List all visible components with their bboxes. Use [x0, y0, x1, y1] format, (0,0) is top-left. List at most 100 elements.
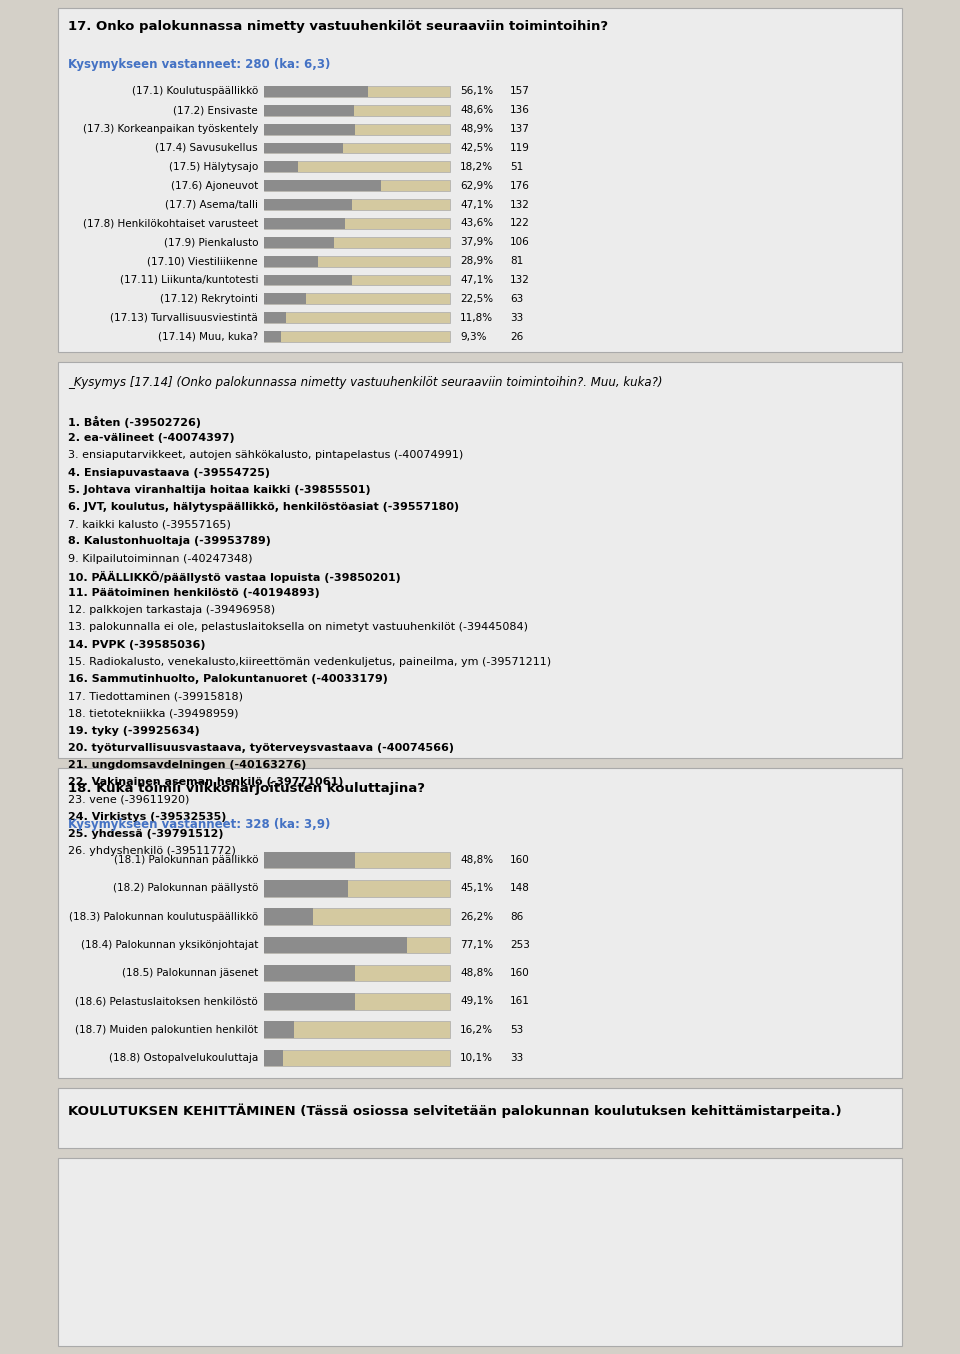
Text: (18.4) Palokunnan yksikönjohtajat: (18.4) Palokunnan yksikönjohtajat: [81, 940, 258, 951]
Bar: [264, 313, 286, 324]
Bar: [58, 362, 902, 758]
Text: (18.2) Palokunnan päällystö: (18.2) Palokunnan päällystö: [112, 883, 258, 894]
Text: 253: 253: [510, 940, 530, 951]
Text: 18,2%: 18,2%: [460, 162, 493, 172]
Text: (18.7) Muiden palokuntien henkilöt: (18.7) Muiden palokuntien henkilöt: [75, 1025, 258, 1034]
Text: 122: 122: [510, 218, 530, 229]
Text: 23. vene (-39611920): 23. vene (-39611920): [68, 795, 189, 804]
Text: 33: 33: [510, 313, 523, 322]
Text: 43,6%: 43,6%: [460, 218, 493, 229]
Text: 11. Päätoiminen henkilöstö (-40194893): 11. Päätoiminen henkilöstö (-40194893): [68, 588, 320, 598]
Text: 16. Sammutinhuolto, Palokuntanuoret (-40033179): 16. Sammutinhuolto, Palokuntanuoret (-40…: [68, 674, 388, 684]
Bar: [264, 965, 355, 982]
Text: 28,9%: 28,9%: [460, 256, 493, 267]
Bar: [264, 294, 306, 305]
Text: 136: 136: [510, 106, 530, 115]
Text: 48,8%: 48,8%: [460, 968, 493, 978]
Bar: [264, 937, 450, 953]
Bar: [264, 937, 407, 953]
Bar: [264, 123, 355, 134]
Bar: [264, 256, 318, 267]
Text: (18.8) Ostopalvelukouluttaja: (18.8) Ostopalvelukouluttaja: [108, 1053, 258, 1063]
Bar: [264, 237, 334, 248]
Text: 176: 176: [510, 180, 530, 191]
Text: (18.3) Palokunnan koulutuspäällikkö: (18.3) Palokunnan koulutuspäällikkö: [69, 911, 258, 922]
Text: (17.11) Liikunta/kuntotesti: (17.11) Liikunta/kuntotesti: [119, 275, 258, 284]
Text: 132: 132: [510, 199, 530, 210]
Text: 22,5%: 22,5%: [460, 294, 493, 303]
Text: (17.5) Hälytysajo: (17.5) Hälytysajo: [169, 162, 258, 172]
Text: 15. Radiokalusto, venekalusto,kiireettömän vedenkuljetus, paineilma, ym (-395712: 15. Radiokalusto, venekalusto,kiireettöm…: [68, 657, 551, 666]
Text: 25. yhdessä (-39791512): 25. yhdessä (-39791512): [68, 829, 224, 838]
Bar: [264, 994, 355, 1010]
Text: 47,1%: 47,1%: [460, 275, 493, 284]
Text: 22. Vakinainen aseman henkilö (-39771061): 22. Vakinainen aseman henkilö (-39771061…: [68, 777, 344, 787]
Text: 47,1%: 47,1%: [460, 199, 493, 210]
Text: (18.5) Palokunnan jäsenet: (18.5) Palokunnan jäsenet: [122, 968, 258, 978]
Bar: [58, 1158, 902, 1346]
Text: (17.10) Viestiliikenne: (17.10) Viestiliikenne: [148, 256, 258, 267]
Text: (18.6) Pelastuslaitoksen henkilöstö: (18.6) Pelastuslaitoksen henkilöstö: [75, 997, 258, 1006]
Bar: [264, 294, 450, 305]
Bar: [264, 1049, 283, 1066]
Text: 13. palokunnalla ei ole, pelastuslaitoksella on nimetyt vastuuhenkilöt (-3944508: 13. palokunnalla ei ole, pelastuslaitoks…: [68, 623, 528, 632]
Text: 157: 157: [510, 87, 530, 96]
Text: 6. JVT, koulutus, hälytyspäällikkö, henkilöstöasiat (-39557180): 6. JVT, koulutus, hälytyspäällikkö, henk…: [68, 502, 459, 512]
Bar: [264, 994, 450, 1010]
Text: 63: 63: [510, 294, 523, 303]
Text: 42,5%: 42,5%: [460, 144, 493, 153]
Bar: [264, 1021, 450, 1037]
Text: 161: 161: [510, 997, 530, 1006]
Text: 148: 148: [510, 883, 530, 894]
Bar: [264, 180, 381, 191]
Bar: [264, 123, 450, 134]
Text: 19. tyky (-39925634): 19. tyky (-39925634): [68, 726, 200, 735]
Bar: [264, 180, 450, 191]
Bar: [264, 332, 450, 343]
Text: 132: 132: [510, 275, 530, 284]
Text: 37,9%: 37,9%: [460, 237, 493, 248]
Text: 48,9%: 48,9%: [460, 125, 493, 134]
Text: 5. Johtava viranhaltija hoitaa kaikki (-39855501): 5. Johtava viranhaltija hoitaa kaikki (-…: [68, 485, 371, 494]
Text: (17.7) Asema/talli: (17.7) Asema/talli: [165, 199, 258, 210]
Bar: [264, 852, 355, 868]
Text: 24. Virkistys (-39532535): 24. Virkistys (-39532535): [68, 811, 227, 822]
Text: 18. tietotekniikka (-39498959): 18. tietotekniikka (-39498959): [68, 708, 238, 719]
Text: 51: 51: [510, 162, 523, 172]
Text: _Kysymys [17.14] (Onko palokunnassa nimetty vastuuhenkilöt seuraaviin toimintoih: _Kysymys [17.14] (Onko palokunnassa nime…: [68, 376, 662, 389]
Text: (17.8) Henkilökohtaiset varusteet: (17.8) Henkilökohtaiset varusteet: [83, 218, 258, 229]
Text: Kysymykseen vastanneet: 280 (ka: 6,3): Kysymykseen vastanneet: 280 (ka: 6,3): [68, 58, 330, 70]
Text: 86: 86: [510, 911, 523, 922]
Text: 160: 160: [510, 856, 530, 865]
Bar: [264, 104, 450, 115]
Text: (17.2) Ensivaste: (17.2) Ensivaste: [174, 106, 258, 115]
Text: 7. kaikki kalusto (-39557165): 7. kaikki kalusto (-39557165): [68, 519, 230, 529]
Bar: [264, 237, 450, 248]
Bar: [264, 313, 450, 324]
Text: 14. PVPK (-39585036): 14. PVPK (-39585036): [68, 639, 205, 650]
Text: 17. Onko palokunnassa nimetty vastuuhenkilöt seuraaviin toimintoihin?: 17. Onko palokunnassa nimetty vastuuhenk…: [68, 20, 608, 32]
Bar: [264, 104, 354, 115]
Text: 18. Kuka toimii viikkoharjoitusten kouluttajina?: 18. Kuka toimii viikkoharjoitusten koulu…: [68, 783, 425, 795]
Text: 45,1%: 45,1%: [460, 883, 493, 894]
Text: 3. ensiaputarvikkeet, autojen sähkökalusto, pintapelastus (-40074991): 3. ensiaputarvikkeet, autojen sähkökalus…: [68, 451, 464, 460]
Text: 26: 26: [510, 332, 523, 341]
Text: (17.4) Savusukellus: (17.4) Savusukellus: [156, 144, 258, 153]
Text: 21. ungdomsavdelningen (-40163276): 21. ungdomsavdelningen (-40163276): [68, 760, 306, 770]
Text: (17.3) Korkeanpaikan työskentely: (17.3) Korkeanpaikan työskentely: [83, 125, 258, 134]
Bar: [264, 256, 450, 267]
Bar: [264, 275, 351, 286]
Bar: [264, 142, 343, 153]
Text: 12. palkkojen tarkastaja (-39496958): 12. palkkojen tarkastaja (-39496958): [68, 605, 276, 615]
Text: 16,2%: 16,2%: [460, 1025, 493, 1034]
Text: 106: 106: [510, 237, 530, 248]
Bar: [264, 199, 351, 210]
Text: 10. PÄÄLLIKKÖ/päällystö vastaa lopuista (-39850201): 10. PÄÄLLIKKÖ/päällystö vastaa lopuista …: [68, 571, 400, 582]
Text: (17.6) Ajoneuvot: (17.6) Ajoneuvot: [171, 180, 258, 191]
Bar: [58, 1089, 902, 1148]
Text: 53: 53: [510, 1025, 523, 1034]
Bar: [264, 1049, 450, 1066]
Text: 4. Ensiapuvastaava (-39554725): 4. Ensiapuvastaava (-39554725): [68, 467, 270, 478]
Bar: [264, 909, 450, 925]
Bar: [264, 909, 313, 925]
